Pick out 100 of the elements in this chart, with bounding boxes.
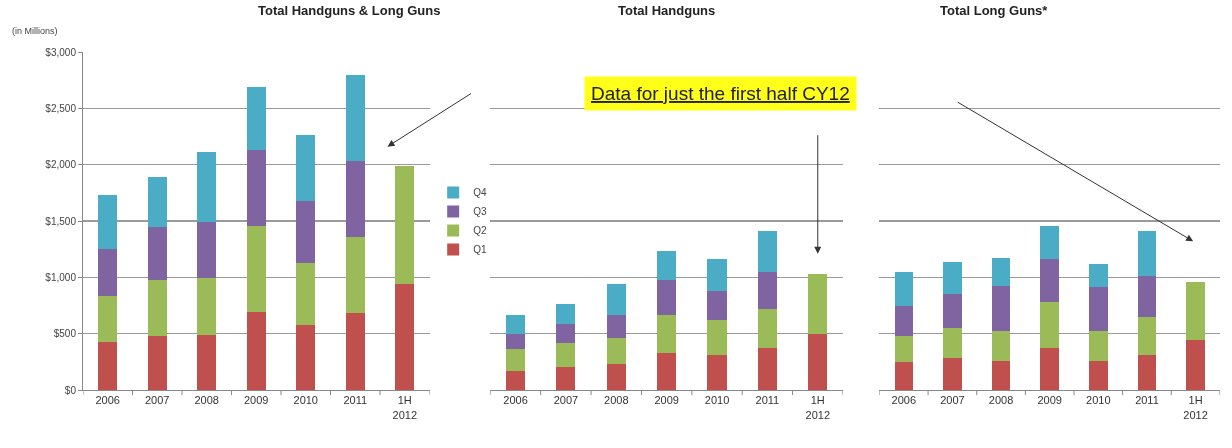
x-tick-label: 2009 [244,394,269,407]
x-tick-label: 2007 [940,394,965,407]
bar [1089,263,1108,288]
bar [246,225,266,313]
x-tick-label: 2011 [755,394,780,407]
x-tick-label: 2008 [988,394,1014,407]
y-tick-label: $2,500 [45,102,77,114]
x-tick-label: 2011 [343,394,368,407]
bar [606,338,626,365]
bar [943,328,962,359]
bar [1186,340,1205,390]
bar [505,314,526,334]
x-tick-label: 2009 [654,394,679,407]
bar [757,271,777,309]
bar [707,290,727,321]
y-axis-title: (in Millions) [12,26,58,36]
bar [556,367,576,390]
chart-title: Total Handguns & Long Guns [258,3,441,18]
bar [345,313,365,390]
x-tick-label: 2008 [194,394,219,407]
y-tick-label: $3,000 [45,46,77,58]
legend-label: Q2 [473,225,487,237]
bar [707,320,727,356]
bar [345,236,365,314]
legend-label: Q4 [473,187,487,199]
bar [1040,348,1059,390]
bar [505,370,526,390]
bar [1137,276,1157,317]
bar [894,271,913,306]
bar [707,259,727,291]
bar [395,284,415,390]
bar [991,360,1011,390]
bar [505,333,526,350]
x-tick-label: 2006 [503,394,528,407]
bar [991,286,1011,332]
bar [1137,316,1157,356]
x-tick-label: 2009 [1037,394,1062,407]
bar [296,200,316,263]
bar [894,335,913,362]
x-tick-label: 2010 [293,394,318,407]
y-tick-label: $2,000 [45,159,77,171]
bar [98,195,118,250]
bar [556,342,576,368]
legend-label: Q1 [473,244,487,256]
y-tick-label: $500 [53,328,77,340]
bar [505,349,526,371]
chart-title: Total Handguns [618,3,716,18]
bar [345,74,365,162]
bar [1089,331,1108,361]
bar [197,334,217,390]
bar [757,308,777,349]
bar [1137,355,1157,390]
bar [1089,360,1108,390]
bar [98,249,118,297]
bar [943,294,962,329]
y-tick-label: $1,500 [45,215,77,227]
bar [1040,225,1059,260]
bar [657,251,677,280]
x-tick-label: 2007 [553,394,579,407]
x-tick-label: 1H 2012 [1183,394,1208,421]
bar [757,348,777,390]
bar [757,231,777,272]
bar [395,165,415,285]
bar [894,305,913,336]
bar [707,355,727,390]
x-tick-label: 2010 [704,394,730,407]
x-tick-label: 2011 [1135,394,1159,407]
x-tick-label: 1H 2012 [805,394,831,421]
bar [98,296,118,342]
bar [991,331,1011,361]
bar [1040,259,1059,303]
x-tick-label: 1H 2012 [392,394,418,421]
bar [606,364,626,390]
chart-title: Total Long Guns* [940,3,1049,18]
bar [147,226,167,280]
bar [197,152,217,223]
bar [943,358,962,390]
annotation: Data for just the first half CY12 [591,83,850,104]
x-tick-label: 2008 [604,394,629,407]
bar [943,261,962,295]
x-tick-label: 2010 [1086,394,1111,407]
bar [147,335,167,390]
bar [606,314,626,339]
bar [296,324,316,390]
bar [246,86,266,151]
bar [197,222,217,279]
bar [808,273,828,334]
bar [345,161,365,237]
bar [556,304,576,324]
y-tick-label: $0 [64,384,77,396]
bar [296,135,316,201]
bar [1137,231,1157,277]
x-tick-label: 2006 [891,394,916,407]
bar [98,341,118,390]
bar [296,262,316,325]
bar [657,279,677,315]
y-tick-label: $1,000 [45,271,77,283]
bar [1089,287,1108,332]
x-tick-label: 2006 [95,394,120,407]
legend-label: Q3 [473,206,487,218]
